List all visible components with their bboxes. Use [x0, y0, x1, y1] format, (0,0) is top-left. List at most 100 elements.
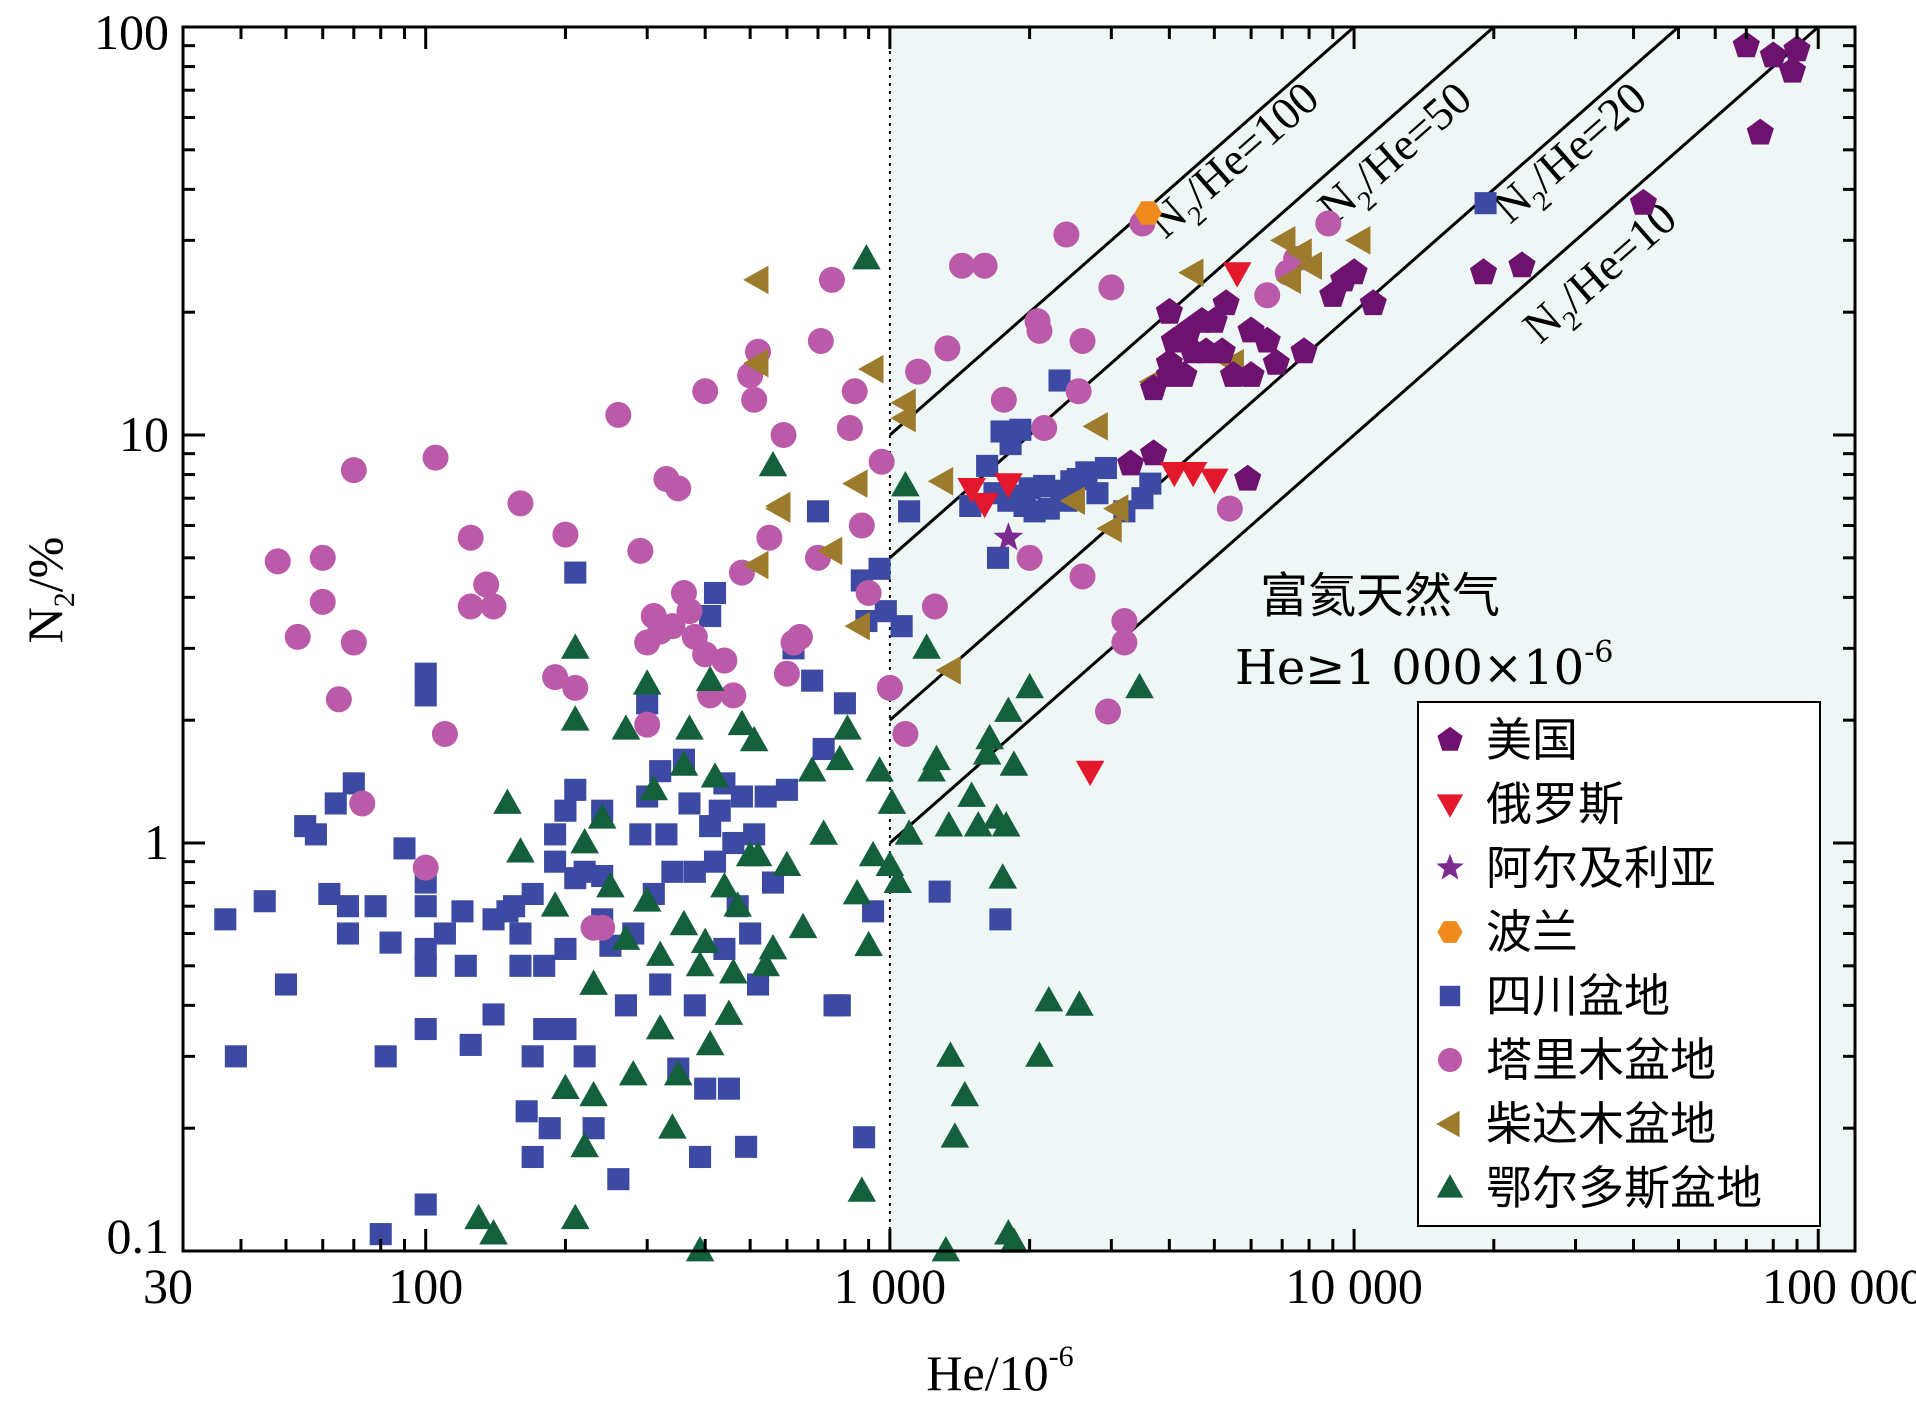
series-6-point [844, 611, 870, 641]
series-7-point [858, 840, 888, 867]
series-4-point [735, 1135, 758, 1158]
series-4-point [683, 994, 706, 1017]
series-4-point [678, 792, 701, 815]
series-4-point [614, 994, 637, 1017]
series-5-point [692, 378, 719, 405]
series-5-point [309, 588, 336, 615]
series-7-point [632, 669, 662, 695]
series-5-point [1069, 563, 1096, 590]
series-4-point [414, 1193, 437, 1216]
series-4-point [533, 954, 556, 977]
series-4-point [304, 823, 327, 846]
series-4-point [573, 860, 596, 883]
series-4-point [761, 871, 785, 894]
series-7-point [669, 750, 699, 776]
series-5-point [665, 475, 692, 502]
series-5-point [934, 335, 961, 362]
series-6-point [1270, 226, 1296, 255]
series-7-point [972, 739, 1002, 765]
series-5-point [309, 544, 336, 571]
series-7-point [758, 933, 788, 960]
series-5-point [264, 548, 291, 575]
series-5-point [948, 252, 975, 279]
y-axis-title-main: N [17, 607, 73, 643]
series-1 [957, 262, 1252, 787]
series-4-point [1037, 497, 1060, 520]
series-7-point [579, 969, 608, 995]
series-0-point [1290, 337, 1318, 364]
series-7-point [934, 811, 964, 837]
series-4-point [414, 954, 437, 977]
series-4-point [414, 684, 437, 707]
series-4-point [554, 1017, 577, 1041]
y-tick-label: 0.1 [107, 1208, 170, 1264]
series-5-point [807, 327, 834, 354]
series-5-point [676, 598, 703, 625]
series-7-point [931, 1236, 961, 1262]
series-4-point [1086, 482, 1109, 505]
series-7-point [645, 940, 675, 966]
series-4-point [521, 1145, 544, 1169]
series-6-point [935, 656, 961, 685]
x-tick-label: 10 000 [1285, 1258, 1423, 1314]
series-7-point [936, 1041, 965, 1067]
y-axis-title: N2/% [17, 537, 81, 644]
region-label-line2-exp: -6 [1584, 635, 1613, 670]
series-7-point [788, 912, 818, 939]
series-4-point [801, 669, 824, 692]
series-5-point [412, 854, 439, 881]
series-5-point [589, 914, 616, 941]
series-4-point [683, 860, 706, 883]
series-5-point [868, 448, 895, 475]
series-7-point [975, 723, 1004, 750]
series-7-point [579, 1080, 608, 1107]
series-7-point [797, 756, 827, 782]
series-5-point [770, 422, 797, 448]
series-5-point [340, 457, 367, 484]
series-4-point [1048, 369, 1071, 392]
series-4-point [708, 799, 731, 822]
series-4-point [554, 799, 577, 822]
series-4-point [890, 615, 913, 638]
series-5-point [720, 682, 747, 709]
series-7-point [560, 633, 590, 659]
region-label-line2: He≥1 000×10-6 [1235, 635, 1613, 696]
legend-marker [1436, 1110, 1460, 1138]
x-tick-label: 100 000 [1762, 1258, 1916, 1314]
series-7-point [540, 891, 570, 917]
series-7-point [685, 950, 715, 977]
series-4-point [544, 850, 567, 873]
series-2 [993, 522, 1024, 551]
series-6-point [743, 265, 769, 295]
series-0-point [1253, 326, 1281, 353]
series-5-point [836, 415, 863, 442]
series-1-point [1222, 262, 1252, 288]
series-5-point [605, 401, 632, 428]
series-4-point [414, 1017, 437, 1041]
series-7-point [743, 840, 773, 867]
series-0-point [1508, 251, 1536, 278]
legend-marker [1439, 985, 1461, 1007]
series-4-point [730, 785, 753, 808]
series-4-point [503, 895, 526, 918]
series-5-point [1016, 544, 1043, 571]
series-4-point [833, 692, 856, 715]
series-5-point [1315, 210, 1342, 237]
series-4-point [699, 604, 722, 628]
series-0-point [1170, 361, 1198, 387]
series-0-point [1212, 289, 1240, 316]
x-tick-label: 30 [143, 1258, 193, 1314]
series-7-point [632, 886, 662, 912]
series-7-point [493, 788, 522, 814]
series-6-point [858, 354, 884, 384]
series-5-point [562, 674, 589, 701]
series-7-point [1015, 672, 1044, 699]
series-4-point [433, 922, 456, 945]
series-6-point [743, 550, 769, 580]
series-5-point [990, 386, 1017, 413]
series-7-point [994, 696, 1023, 722]
series-4-point [754, 785, 777, 808]
series-4-point [414, 937, 437, 960]
series-0-point [1732, 31, 1760, 58]
legend-marker [1436, 794, 1464, 818]
